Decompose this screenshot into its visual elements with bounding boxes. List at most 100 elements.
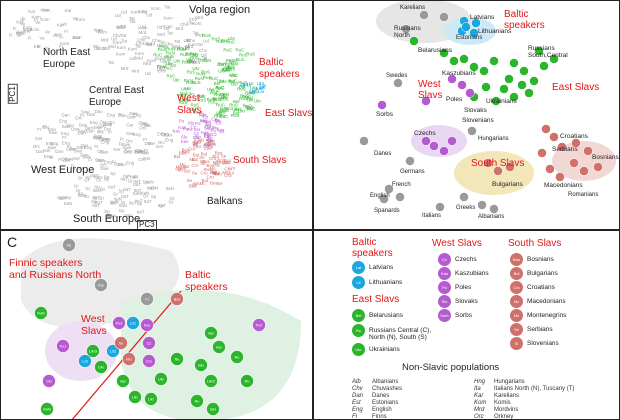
- cloud-point-label: Kar: [65, 8, 73, 13]
- cloud-point-label: Slo: [181, 135, 188, 140]
- cloud-point-label: Slo: [207, 139, 214, 144]
- cloud-point-label: Chv: [165, 42, 174, 47]
- cloud-point-label: RuS: [231, 113, 240, 118]
- cloud-point-label: Lat: [258, 89, 265, 94]
- cloud-point-label: Kar: [24, 29, 32, 34]
- cloud-point-label: Chv: [199, 48, 208, 53]
- cloud-point-label: Orc: [75, 116, 83, 121]
- cloud-point-label: Kom: [188, 42, 198, 47]
- cloud-point-label: Kom: [155, 56, 165, 61]
- cloud-point-label: Cro: [228, 165, 236, 170]
- cloud-point-label: Sp: [91, 199, 97, 204]
- nonslavic-row: Alb Albanians: [352, 379, 402, 386]
- cloud-point-label: Mc: [222, 170, 229, 175]
- cloud-point-label: Bul: [214, 171, 221, 176]
- cloud-point-label: Ud: [129, 56, 135, 61]
- cloud-point-label: ItaN: [94, 175, 102, 180]
- cloud-point-label: Mrd: [132, 68, 140, 73]
- cloud-point-label: Ud: [203, 39, 209, 44]
- panel-c-point-label: Bel: [198, 364, 204, 368]
- region-czechs: [411, 125, 467, 157]
- cloud-point-label: Tat: [135, 44, 142, 49]
- east-slav-point: [469, 62, 479, 72]
- cloud-point-label: ItaN: [123, 173, 131, 178]
- non-slavic-point: [419, 10, 429, 20]
- cloud-point-label: RuS: [159, 44, 168, 49]
- cloud-point-label: Cro: [209, 156, 217, 161]
- legend-west-list: Cz Czechs Kas Kaszubians Po Poles Slo Slovaks So…: [438, 253, 489, 323]
- cloud-point-label: RuC: [216, 39, 226, 44]
- cloud-point-label: RuS: [222, 67, 231, 72]
- panel-c-point: [94, 278, 108, 292]
- cloud-point-label: Fr: [67, 144, 72, 149]
- legend-item: Po Poles: [438, 281, 489, 294]
- cloud-point-label: Dan: [55, 149, 64, 154]
- cloud-point-label: Tat: [120, 33, 127, 38]
- panel-c-point-label: Po3: [116, 322, 123, 326]
- panel-c-point: [126, 316, 140, 330]
- cloud-point-label: Sp: [143, 180, 149, 185]
- cloud-point-label: Bos: [179, 150, 188, 155]
- cloud-point-label: RuC: [220, 114, 230, 119]
- cloud-point-label: Ud: [115, 13, 121, 18]
- cloud-point-label: Bos: [194, 139, 203, 144]
- cloud-point-label: Ukr: [217, 62, 224, 67]
- legend-item: Cz Czechs: [438, 253, 489, 266]
- panel-c-point-label: Bel: [216, 346, 222, 350]
- cloud-point-label: Bel: [214, 81, 221, 86]
- label-swedes: Swedes: [386, 73, 408, 79]
- cloud-point-label: Tat: [108, 60, 115, 65]
- cloud-point-label: ItaT: [133, 182, 141, 187]
- cloud-point-label: Chv: [180, 22, 189, 27]
- cloud-point-label: Kom: [151, 6, 161, 11]
- cloud-point-label: RuS: [187, 70, 196, 75]
- cloud-point-label: RuC: [228, 79, 238, 84]
- cloud-point-label: RuC: [236, 57, 246, 62]
- cloud-point-label: Gr: [159, 203, 165, 208]
- legend-item: Mc Macedonians: [510, 295, 566, 308]
- cloud-point-label: Se: [175, 167, 181, 172]
- cloud-point-label: Swe: [127, 115, 136, 120]
- cloud-point-label: Cz: [207, 137, 213, 142]
- panel-c-point: [56, 339, 70, 353]
- panel-c-point-label: Po2: [256, 324, 263, 328]
- east-slav-point: [509, 92, 519, 102]
- label-east-slavs-b: East Slavs: [552, 82, 600, 93]
- cloud-point-label: ItaT: [144, 199, 152, 204]
- cloud-point-label: Lat: [260, 83, 267, 88]
- cloud-point-label: Eng: [84, 145, 93, 150]
- cloud-point-label: Chv: [187, 38, 196, 43]
- legend-swatch: Se: [510, 323, 523, 336]
- legend-item: Bul Bulgarians: [510, 267, 566, 280]
- nonslavic-name: Estonians: [372, 400, 399, 406]
- label-bulgarians: Bulgarians: [492, 181, 523, 188]
- cloud-point-label: Ukr: [165, 57, 172, 62]
- cloud-point-label: Kar: [34, 44, 42, 49]
- cloud-point-label: Mrd: [172, 44, 180, 49]
- cloud-point-label: ItaT: [158, 203, 166, 208]
- cloud-point-label: Ud: [96, 29, 102, 34]
- cloud-point-label: Gr: [170, 196, 176, 201]
- cloud-point-label: Ukr: [173, 59, 180, 64]
- cloud-point-label: Orc: [33, 144, 41, 149]
- cloud-point-label: Bos: [202, 159, 211, 164]
- panel-c-point-label: Ru: [195, 400, 200, 404]
- panel-c-point: [94, 360, 108, 374]
- legend-east-list: Bel Belarusians Ru Russians Central (C), No…: [352, 309, 431, 358]
- nonslavic-name: Karelians: [494, 393, 520, 399]
- panel-c-point: [204, 374, 218, 388]
- cloud-point-label: Eng: [157, 131, 166, 136]
- nonslavic-row: Mrd Mordvins: [474, 407, 574, 414]
- cloud-point-label: Bel: [197, 94, 204, 99]
- cloud-point-label: Cz: [199, 111, 205, 116]
- cloud-point-label: Cro: [193, 140, 201, 145]
- legend-baltic-list: Lat Latvians Lit Lithuanians: [352, 261, 402, 291]
- cloud-point-label: Fr: [120, 136, 125, 141]
- cloud-point-label: Cz: [203, 115, 209, 120]
- cloud-point-label: RuS: [242, 94, 251, 99]
- panel-c-point-label: Lit1: [130, 322, 136, 326]
- cloud-point-label: Bos: [210, 181, 219, 186]
- cloud-point-label: ItaT: [123, 187, 131, 192]
- cloud-point-label: Mrd: [176, 26, 184, 31]
- cloud-point-label: Cz: [211, 117, 217, 122]
